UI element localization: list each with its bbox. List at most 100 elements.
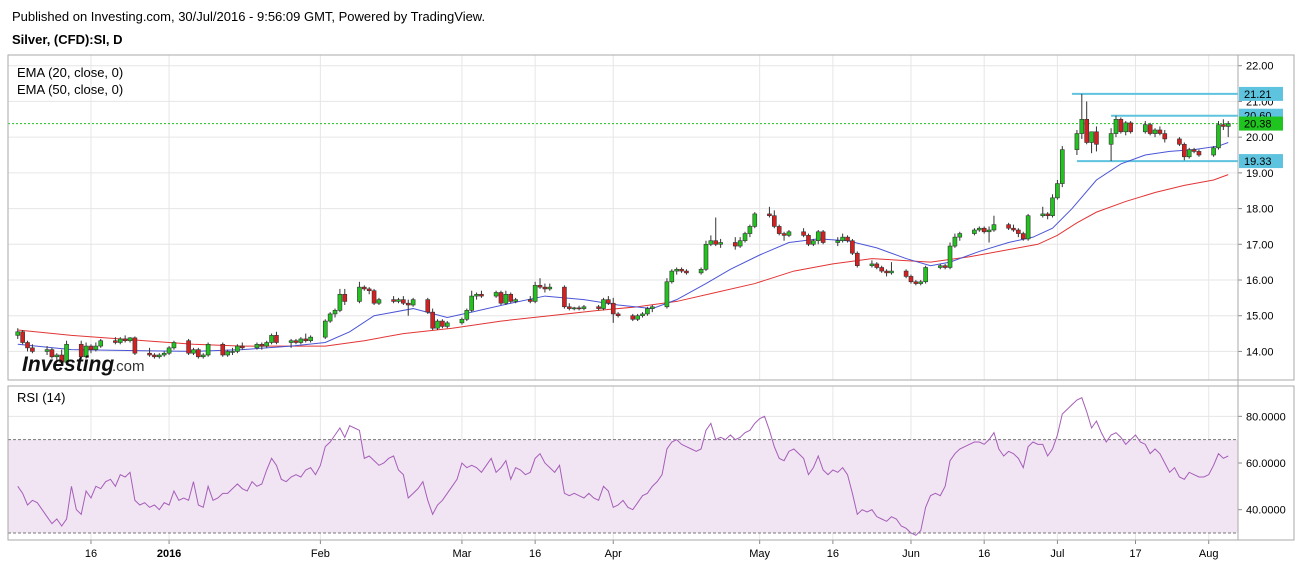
candle-body	[547, 286, 553, 290]
candle-body	[952, 236, 958, 247]
candle-body	[942, 265, 948, 268]
candle-body	[596, 306, 601, 309]
candle-body	[542, 286, 548, 290]
x-tick-label: 16	[529, 548, 541, 560]
candle-body	[1162, 133, 1168, 140]
candle-body	[1020, 233, 1026, 240]
candle-body	[508, 293, 514, 302]
candle-body	[977, 227, 982, 231]
x-tick-label: 16	[978, 548, 990, 560]
candle-body	[801, 231, 806, 236]
candle-body	[288, 340, 294, 343]
candle-body	[117, 338, 123, 343]
candle-body	[78, 343, 84, 358]
candle-body	[664, 281, 670, 308]
investing-logo: Investing .com	[22, 353, 145, 376]
candle-body	[1055, 183, 1060, 199]
candle-body	[298, 338, 304, 343]
candle-body	[879, 267, 884, 272]
candle-body	[1182, 143, 1187, 158]
last-price-tag	[1239, 116, 1283, 131]
legend-ema50: EMA (50, close, 0)	[17, 82, 123, 97]
candle-body	[479, 293, 484, 297]
candle-body	[845, 236, 850, 242]
candle-body	[679, 268, 684, 272]
candle-body	[464, 310, 470, 320]
candle-body	[562, 286, 567, 308]
candle-body	[122, 338, 128, 342]
candle-body	[401, 299, 406, 304]
candle-body	[869, 263, 875, 267]
candle-body	[440, 320, 445, 327]
y-tick-label: 22.00	[1246, 61, 1274, 73]
candle-body	[1191, 149, 1197, 152]
candle-body	[200, 354, 206, 358]
candle-body	[513, 299, 518, 302]
candle-body	[972, 229, 977, 234]
candle-body	[157, 354, 162, 358]
candle-body	[1025, 215, 1031, 240]
candle-body	[806, 235, 811, 245]
publish-info: Published on Investing.com, 30/Jul/2016 …	[12, 9, 486, 24]
candle-body	[113, 340, 118, 343]
candle-body	[376, 299, 382, 304]
candle-body	[737, 240, 743, 247]
candle-body	[88, 345, 94, 350]
candle-body	[649, 306, 655, 309]
rsi-tick-label: 60.0000	[1246, 458, 1286, 470]
rsi-tick-label: 80.0000	[1246, 411, 1286, 423]
candle-body	[1006, 224, 1011, 229]
candle-body	[937, 265, 943, 268]
x-tick-label: May	[749, 548, 770, 560]
logo-brand: Investing	[22, 353, 114, 376]
candle-body	[1084, 118, 1089, 143]
candle-body	[342, 293, 348, 302]
candle-body	[186, 340, 191, 354]
candle-body	[581, 306, 587, 309]
candle-body	[166, 347, 172, 354]
y-tick-label: 20.00	[1246, 132, 1274, 144]
candle-body	[493, 292, 499, 297]
candle-body	[630, 315, 636, 320]
x-tick-label: Apr	[605, 548, 622, 560]
y-tick-label: 15.00	[1246, 311, 1274, 323]
candle-body	[269, 335, 274, 343]
candle-body	[537, 285, 543, 288]
price-pane	[7, 54, 1295, 381]
candle-body	[732, 242, 738, 247]
candle-body	[332, 310, 338, 315]
candle-body	[337, 293, 343, 311]
candle-body	[1079, 118, 1085, 134]
candle-body	[1147, 124, 1153, 134]
rsi-line	[17, 396, 1229, 536]
candle-body	[1089, 131, 1094, 143]
candle-body	[371, 290, 377, 304]
candle-body	[264, 342, 269, 347]
candle-body	[1011, 227, 1016, 231]
candle-body	[923, 267, 928, 283]
candle-body	[44, 349, 50, 352]
level-tag	[1239, 86, 1283, 101]
candle-body	[274, 335, 279, 343]
candle-body	[1074, 133, 1080, 150]
legend-rsi: RSI (14)	[17, 390, 65, 405]
candle-body	[459, 318, 465, 324]
x-tick-label: 16	[827, 548, 839, 560]
candle-body	[391, 299, 396, 302]
candle-body	[469, 295, 474, 311]
candle-body	[576, 307, 582, 310]
candle-body	[815, 231, 821, 242]
candle-body	[747, 226, 753, 234]
candle-body	[25, 342, 30, 349]
candle-body	[303, 338, 309, 342]
candle-body	[327, 313, 333, 322]
candle-body	[913, 281, 919, 284]
legend-ema20: EMA (20, close, 0)	[17, 65, 123, 80]
candle-body	[1211, 147, 1216, 156]
candle-body	[610, 302, 616, 315]
candle-body	[908, 276, 914, 283]
candle-body	[161, 352, 167, 356]
ema50-line	[17, 174, 1229, 347]
candle-body	[991, 224, 997, 231]
